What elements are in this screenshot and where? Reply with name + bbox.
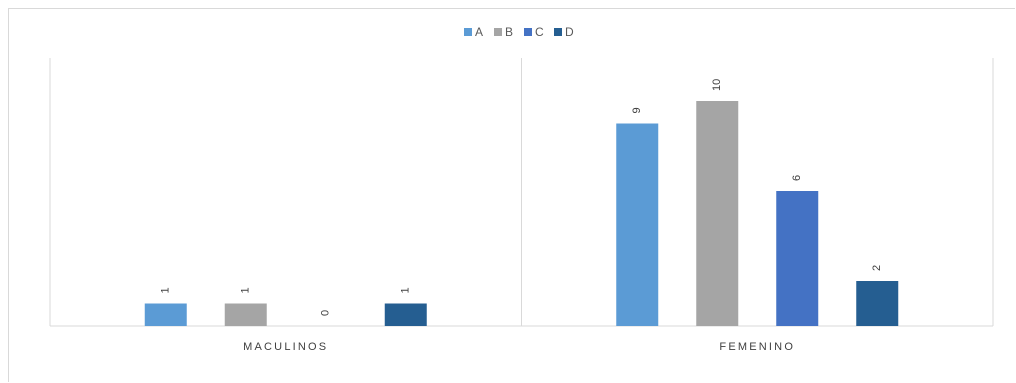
legend-swatch-b	[494, 28, 502, 36]
bar-d-0	[384, 303, 427, 326]
bar-d-1	[856, 281, 899, 326]
legend-swatch-c	[524, 28, 532, 36]
category-label: FEMENINO	[719, 341, 795, 353]
legend-label-a: A	[475, 25, 483, 39]
bar-c-1	[776, 191, 819, 326]
legend-label-d: D	[565, 25, 574, 39]
data-label: 9	[631, 107, 643, 113]
data-label: 2	[871, 265, 883, 271]
category-label: MACULINOS	[243, 341, 328, 353]
legend-swatch-d	[554, 28, 562, 36]
bar-a-1	[616, 123, 659, 326]
data-label: 1	[400, 287, 412, 293]
bar-b-1	[696, 101, 739, 326]
data-label: 1	[240, 287, 252, 293]
data-label: 0	[320, 310, 332, 316]
data-label: 6	[791, 175, 803, 181]
legend-label-c: C	[535, 25, 544, 39]
legend-swatch-a	[464, 28, 472, 36]
legend-label-b: B	[505, 25, 513, 39]
chart-frame	[8, 8, 1015, 382]
bar-b-0	[224, 303, 267, 326]
legend: A B C D	[464, 25, 574, 39]
data-label: 1	[160, 287, 172, 293]
bar-a-0	[144, 303, 187, 326]
data-label: 10	[711, 79, 723, 91]
